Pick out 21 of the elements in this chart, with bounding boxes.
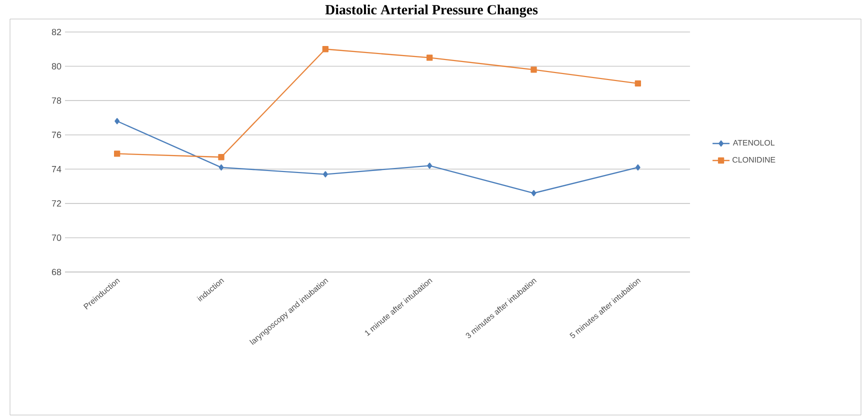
y-tick-label: 70 [52,234,62,241]
y-tick-label: 68 [52,268,62,276]
y-tick-label: 78 [52,97,62,104]
point [322,46,329,52]
point [530,66,537,73]
point [634,80,642,87]
point [218,164,224,171]
point [322,171,328,178]
y-tick-label: 74 [52,166,62,172]
point [635,164,640,171]
point [114,118,120,124]
point [218,154,224,160]
y-tick-label: 82 [52,28,62,36]
point [114,150,120,157]
chart-title: Diastolic Arterial Pressure Changes [325,4,538,18]
y-tick-label: 72 [52,200,62,207]
point [426,54,433,61]
y-tick-label: 80 [52,63,62,70]
y-tick-label: 76 [52,132,62,138]
point [427,162,432,169]
point [531,190,536,196]
